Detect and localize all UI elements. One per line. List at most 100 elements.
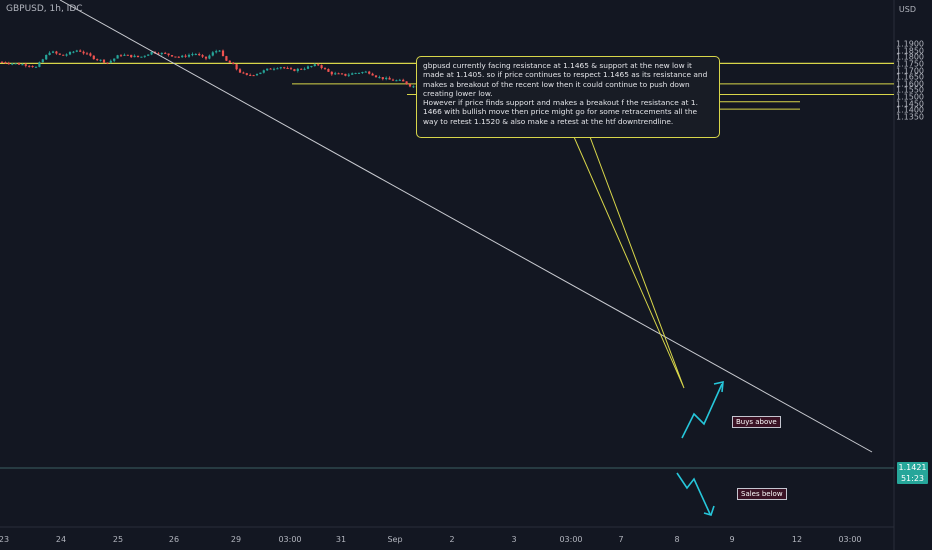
- time-tick: 25: [112, 535, 124, 544]
- candle-body: [82, 51, 85, 54]
- candle-body: [408, 84, 412, 87]
- candle-body: [157, 53, 160, 55]
- candle-body: [17, 63, 21, 65]
- candle-body: [317, 64, 320, 66]
- time-tick: 26: [168, 535, 180, 544]
- candle-body: [374, 75, 378, 78]
- candle-body: [85, 53, 89, 55]
- candle-body: [75, 50, 78, 52]
- candle-body: [395, 80, 398, 82]
- candle-body: [232, 62, 235, 65]
- currency-label: USD: [898, 5, 916, 14]
- candle-body: [106, 62, 109, 64]
- candle-body: [24, 64, 27, 66]
- candle-body: [262, 70, 265, 73]
- candle-body: [147, 54, 150, 56]
- candle-body: [102, 59, 106, 63]
- time-tick: Sep: [387, 535, 403, 544]
- time-tick: 9: [729, 535, 735, 544]
- candle-body: [4, 62, 7, 64]
- candle-body: [354, 72, 357, 74]
- candle-body: [160, 52, 163, 55]
- candle-body: [313, 64, 316, 67]
- time-tick: 3: [511, 535, 517, 544]
- candle-body: [201, 55, 204, 57]
- candle-body: [405, 81, 408, 85]
- candle-body: [123, 54, 126, 56]
- candle-body: [327, 69, 330, 72]
- candle-body: [412, 86, 415, 88]
- candle-body: [116, 55, 119, 59]
- candle-body: [99, 59, 102, 61]
- candle-body: [255, 74, 259, 76]
- candle-body: [109, 60, 112, 63]
- price-tick: 1.1800: [896, 52, 924, 62]
- analysis-note[interactable]: gbpusd currently facing resistance at 1.…: [416, 56, 720, 138]
- candle-body: [221, 50, 225, 57]
- candle-body: [184, 55, 187, 57]
- candle-body: [96, 59, 99, 61]
- candle-body: [388, 77, 391, 80]
- candle-body: [62, 54, 65, 56]
- candle-body: [113, 58, 116, 61]
- price-tick: 1.1750: [896, 59, 924, 69]
- candle-body: [225, 56, 228, 61]
- bar-countdown: 51:23: [900, 474, 925, 483]
- candle-body: [198, 53, 201, 56]
- candle-body: [249, 74, 252, 76]
- candle-body: [187, 54, 191, 57]
- candle-body: [330, 71, 333, 75]
- sales-below-label[interactable]: Sales below: [737, 488, 787, 500]
- candle-body: [306, 66, 310, 69]
- price-tick: 1.1350: [896, 112, 924, 122]
- symbol-title[interactable]: GBPUSD, 1h, IDC: [6, 4, 83, 14]
- candle-body: [235, 64, 238, 70]
- candle-body: [136, 55, 140, 58]
- last-price-badge: 1.1421 51:23: [897, 462, 928, 484]
- candle-body: [14, 63, 17, 65]
- candle-body: [259, 72, 262, 75]
- candle-body: [310, 66, 313, 68]
- time-tick: 2: [449, 535, 455, 544]
- time-tick: 31: [335, 535, 347, 544]
- candle-body: [334, 73, 337, 75]
- candle-body: [177, 56, 180, 58]
- candle-body: [45, 54, 48, 60]
- candle-body: [150, 51, 153, 55]
- time-tick: 03:00: [278, 535, 302, 544]
- candle-body: [242, 72, 245, 74]
- candle-body: [238, 69, 242, 73]
- candle-body: [55, 51, 58, 54]
- candle-body: [140, 56, 143, 58]
- time-tick: 29: [230, 535, 242, 544]
- candle-body: [143, 55, 146, 57]
- candle-body: [293, 69, 296, 72]
- price-tick: 1.1600: [896, 79, 924, 89]
- time-tick: 03:00: [559, 535, 583, 544]
- candle-body: [31, 66, 34, 68]
- candle-body: [364, 71, 367, 73]
- candle-body: [361, 72, 364, 74]
- candle-body: [126, 54, 129, 56]
- candle-body: [65, 54, 68, 56]
- candle-body: [391, 79, 395, 81]
- candle-body: [7, 63, 10, 65]
- candle-body: [381, 77, 384, 80]
- time-tick: 23: [0, 535, 10, 544]
- price-tick: 1.1900: [896, 39, 924, 49]
- time-tick: 24: [55, 535, 67, 544]
- candle-body: [34, 66, 38, 68]
- candle-body: [368, 71, 371, 74]
- candle-body: [357, 72, 361, 74]
- candle-body: [174, 56, 177, 58]
- bearish-arrow-head: [703, 505, 715, 516]
- candle-body: [320, 65, 323, 69]
- candle-body: [283, 67, 286, 69]
- candle-body: [21, 64, 24, 66]
- candle-body: [133, 55, 136, 58]
- candle-body: [211, 52, 214, 56]
- candle-body: [385, 77, 388, 80]
- candle-body: [252, 75, 255, 77]
- buys-above-label[interactable]: Buys above: [732, 416, 781, 428]
- bullish-arrow-path: [681, 383, 723, 439]
